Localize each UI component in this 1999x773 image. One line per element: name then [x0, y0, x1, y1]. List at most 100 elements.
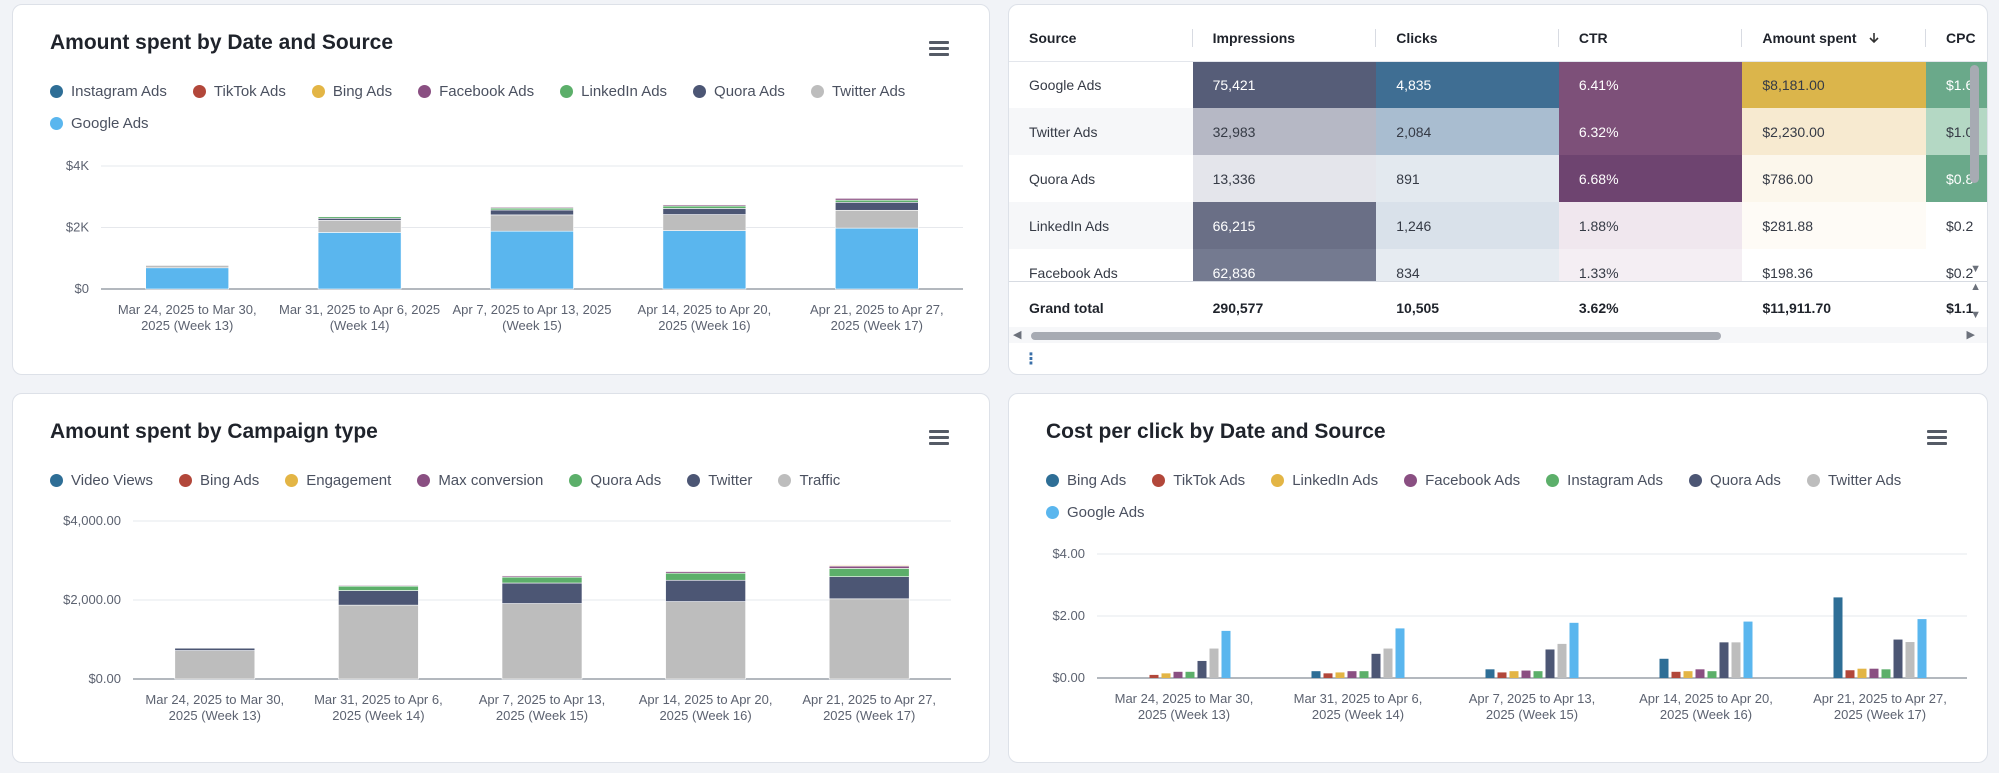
legend-item[interactable]: TikTok Ads [192, 81, 286, 102]
table-row[interactable]: Quora Ads 13,336 891 6.68% $786.00 $0.8 [1009, 155, 1987, 202]
bar-segment[interactable] [338, 585, 419, 587]
legend-item[interactable]: Max conversion [417, 470, 543, 491]
bar-segment[interactable] [490, 206, 574, 209]
bar[interactable] [1917, 619, 1927, 678]
legend-item[interactable]: TikTok Ads [1152, 470, 1245, 491]
bar-segment[interactable] [662, 214, 747, 231]
bar[interactable] [1731, 642, 1741, 678]
bar-segment[interactable] [665, 601, 746, 680]
bar-segment[interactable] [317, 232, 402, 290]
legend-item[interactable]: Bing Ads [179, 470, 259, 491]
legend-item[interactable]: Bing Ads [1046, 470, 1126, 491]
legend-item[interactable]: Google Ads [1046, 502, 1145, 523]
legend-item[interactable]: LinkedIn Ads [1271, 470, 1378, 491]
bar[interactable] [1185, 671, 1195, 678]
bar-segment[interactable] [834, 201, 919, 211]
bar-segment[interactable] [828, 598, 910, 680]
bar[interactable] [1659, 658, 1669, 678]
bar-segment[interactable] [828, 568, 910, 577]
bar-segment[interactable] [490, 230, 574, 290]
bar[interactable] [1221, 630, 1231, 678]
bar-segment[interactable] [145, 265, 229, 269]
bar[interactable] [1395, 628, 1405, 678]
bar[interactable] [1521, 670, 1531, 678]
bar-segment[interactable] [338, 590, 419, 606]
horizontal-scrollbar[interactable] [1009, 327, 1987, 343]
bar[interactable] [1173, 671, 1183, 678]
bar[interactable] [1833, 597, 1843, 678]
bar[interactable] [1569, 622, 1579, 678]
bar-segment[interactable] [317, 220, 402, 233]
scroll-right-icon[interactable]: ▶ [1966, 329, 1975, 341]
bar-segment[interactable] [174, 650, 256, 680]
bar[interactable] [1347, 671, 1357, 678]
legend-item[interactable]: Bing Ads [311, 81, 392, 102]
bar[interactable] [1845, 670, 1855, 678]
column-header-impressions[interactable]: Impressions [1192, 15, 1377, 62]
legend-item[interactable]: Twitter Ads [810, 81, 905, 102]
bar[interactable] [1149, 674, 1159, 678]
bar-segment[interactable] [834, 227, 919, 290]
bar[interactable] [1197, 660, 1207, 678]
bar[interactable] [1905, 642, 1915, 678]
bar[interactable] [1509, 671, 1519, 678]
bar-segment[interactable] [662, 230, 747, 290]
bar[interactable] [1311, 671, 1321, 678]
bar-segment[interactable] [834, 209, 919, 229]
bar-segment[interactable] [828, 565, 910, 569]
bar-segment[interactable] [490, 209, 574, 216]
bar[interactable] [1209, 648, 1219, 678]
bar-segment[interactable] [834, 199, 919, 203]
legend-item[interactable]: Quora Ads [693, 81, 785, 102]
legend-item[interactable]: Video Views [50, 470, 153, 491]
bar[interactable] [1719, 642, 1729, 678]
bar[interactable] [1383, 648, 1393, 678]
legend-item[interactable]: LinkedIn Ads [560, 81, 667, 102]
bar[interactable] [1707, 671, 1717, 678]
table-row[interactable]: Twitter Ads 32,983 2,084 6.32% $2,230.00 $1.0 [1009, 108, 1987, 155]
bar-segment[interactable] [665, 572, 746, 581]
bar[interactable] [1743, 621, 1753, 678]
bar[interactable] [1161, 673, 1171, 678]
chart-menu-icon[interactable] [1927, 430, 1947, 446]
bar[interactable] [1893, 639, 1903, 678]
total-scroll-down-icon[interactable]: ▼ [1970, 309, 1981, 321]
scrollbar-thumb[interactable] [1031, 332, 1721, 340]
bar[interactable] [1359, 671, 1369, 678]
bar-segment[interactable] [501, 575, 583, 578]
bar-segment[interactable] [501, 576, 583, 584]
scroll-down-icon[interactable]: ▼ [1970, 263, 1981, 275]
bar-segment[interactable] [665, 571, 746, 574]
bar-segment[interactable] [317, 217, 402, 221]
chart-menu-icon[interactable] [929, 41, 949, 57]
column-header-source[interactable]: Source [1009, 15, 1193, 62]
column-header-amount-spent[interactable]: Amount spent [1742, 15, 1926, 62]
bar[interactable] [1683, 671, 1693, 678]
bar[interactable] [1371, 653, 1381, 678]
legend-item[interactable]: Instagram Ads [50, 81, 167, 102]
legend-item[interactable]: Facebook Ads [1404, 470, 1520, 491]
bar-segment[interactable] [662, 205, 747, 209]
bar[interactable] [1695, 669, 1705, 678]
bar[interactable] [1557, 643, 1567, 678]
column-header-cpc[interactable]: CPC [1926, 15, 1987, 62]
bar[interactable] [1545, 649, 1555, 678]
bar[interactable] [1671, 671, 1681, 678]
legend-item[interactable]: Twitter Ads [1806, 470, 1901, 491]
bar[interactable] [1335, 672, 1345, 678]
scroll-left-icon[interactable]: ◀ [1013, 329, 1022, 341]
bar[interactable] [1323, 673, 1333, 678]
chart-menu-icon[interactable] [929, 430, 949, 446]
bar[interactable] [1497, 672, 1507, 678]
vertical-scrollbar-thumb[interactable] [1970, 65, 1979, 183]
more-options-icon[interactable]: ⋮ [1023, 351, 1039, 368]
table-row[interactable]: LinkedIn Ads 66,215 1,246 1.88% $281.88 $0.2 [1009, 202, 1987, 249]
legend-item[interactable]: Engagement [285, 470, 391, 491]
legend-item[interactable]: Google Ads [50, 113, 149, 134]
bar-segment[interactable] [490, 214, 574, 232]
column-header-clicks[interactable]: Clicks [1376, 15, 1559, 62]
bar-segment[interactable] [338, 604, 419, 680]
bar-segment[interactable] [145, 267, 229, 290]
bar[interactable] [1881, 669, 1891, 678]
bar[interactable] [1533, 671, 1543, 678]
